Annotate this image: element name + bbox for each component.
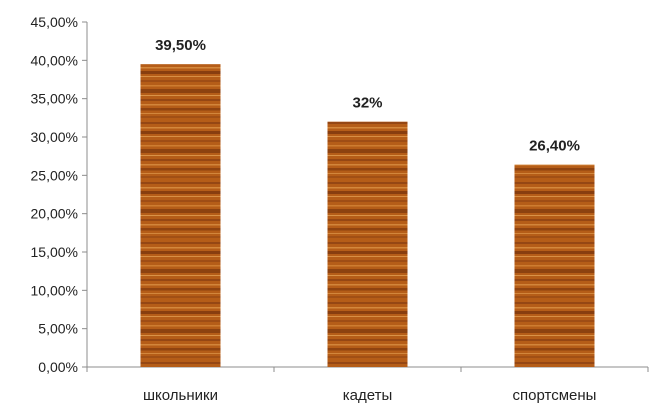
y-tick-label: 40,00% bbox=[31, 52, 78, 68]
y-tick-label: 5,00% bbox=[38, 321, 78, 337]
y-tick-label: 25,00% bbox=[31, 167, 78, 183]
y-tick-label: 20,00% bbox=[31, 206, 78, 222]
y-tick-label: 0,00% bbox=[38, 359, 78, 375]
bars bbox=[140, 64, 595, 368]
bar-1 bbox=[140, 64, 221, 368]
y-tick-label: 30,00% bbox=[31, 129, 78, 145]
x-tick-label: школьники bbox=[143, 387, 218, 404]
x-axis-labels: школьники кадеты спортсмены bbox=[143, 387, 596, 404]
x-tick-label: кадеты bbox=[343, 387, 392, 404]
x-tick-label: спортсмены bbox=[513, 387, 597, 404]
data-label: 26,40% bbox=[529, 138, 580, 155]
data-labels: 39,50% 32% 26,40% bbox=[155, 37, 580, 154]
data-label: 39,50% bbox=[155, 37, 206, 54]
y-axis-ticks: 0,00% 5,00% 10,00% 15,00% 20,00% 25,00% 30,00%… bbox=[31, 14, 87, 375]
bar-3 bbox=[514, 164, 595, 367]
data-label: 32% bbox=[352, 95, 382, 112]
y-tick-label: 15,00% bbox=[31, 244, 78, 260]
y-tick-label: 35,00% bbox=[31, 91, 78, 107]
y-tick-label: 10,00% bbox=[31, 282, 78, 298]
y-tick-label: 45,00% bbox=[31, 14, 78, 30]
bar-2 bbox=[327, 121, 408, 368]
